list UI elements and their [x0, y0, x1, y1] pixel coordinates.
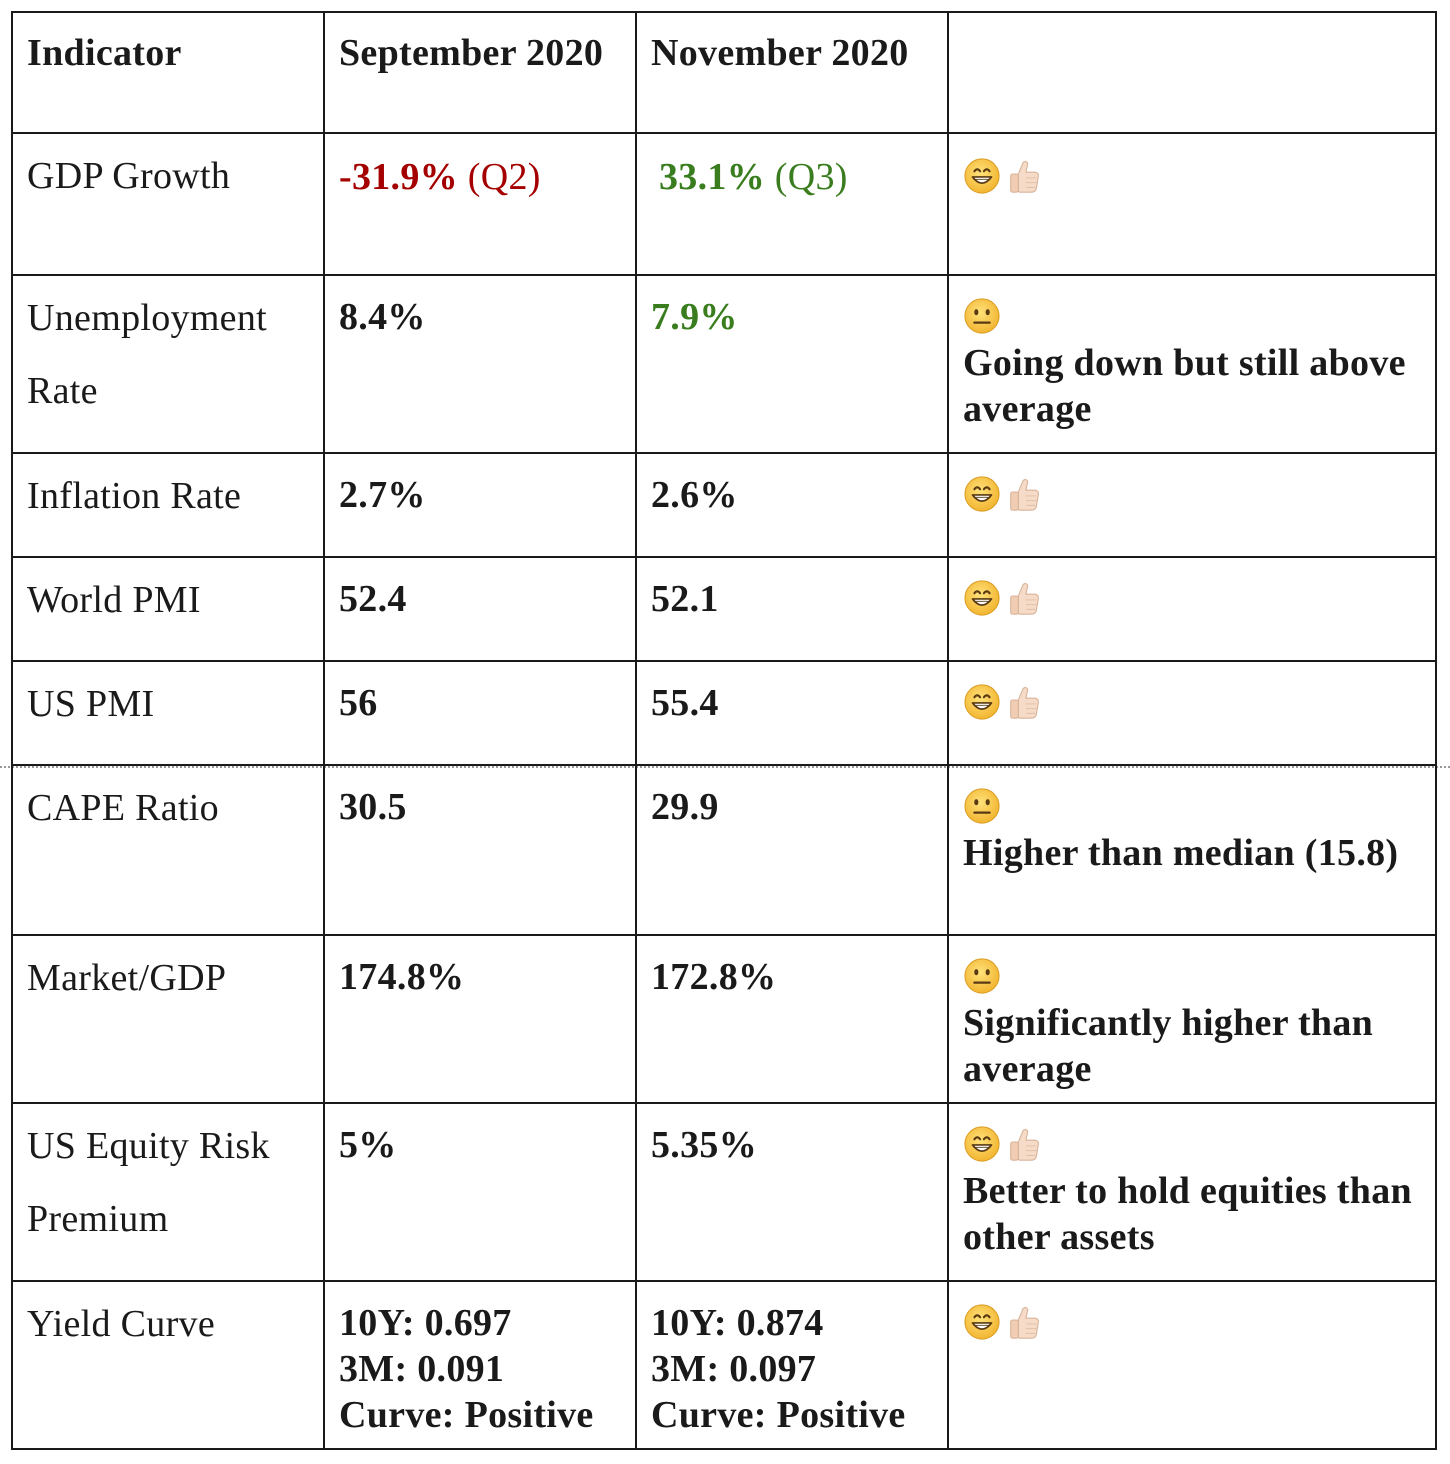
- sep-value: 5%: [323, 1102, 637, 1282]
- nov-value: 2.6%: [635, 452, 949, 558]
- table-row: US PMI 56 55.4: [11, 660, 1437, 766]
- nov-value: 55.4: [635, 660, 949, 766]
- thumbs-up-icon: [1005, 157, 1043, 195]
- nov-value: 172.8%: [635, 934, 949, 1104]
- indicator-label: Unemployment Rate: [11, 274, 325, 454]
- indicator-label: GDP Growth: [11, 132, 325, 276]
- assessment-cell: Significantly higher than average: [947, 934, 1437, 1104]
- emoji-row: [963, 294, 1421, 338]
- assessment-cell: Better to hold equities than other asset…: [947, 1102, 1437, 1282]
- nov-3m-yield: 3M: 0.097: [651, 1348, 817, 1390]
- sep-value: 174.8%: [323, 934, 637, 1104]
- nov-value: 10Y: 0.874 3M: 0.097 Curve: Positive: [635, 1280, 949, 1450]
- thumbs-up-icon: [1005, 1303, 1043, 1341]
- table-row: CAPE Ratio 30.5 29.9 Higher than median …: [11, 764, 1437, 936]
- thumbs-up-icon: [1005, 475, 1043, 513]
- emoji-row: [963, 472, 1421, 516]
- assessment-cell: [947, 452, 1437, 558]
- indicator-label: World PMI: [11, 556, 325, 662]
- sep-value: 30.5: [323, 764, 637, 936]
- indicator-label: Inflation Rate: [11, 452, 325, 558]
- grin-icon: [963, 683, 1001, 721]
- emoji-row: [963, 954, 1421, 998]
- indicator-label: US Equity Risk Premium: [11, 1102, 325, 1282]
- emoji-row: [963, 576, 1421, 620]
- table-row: Market/GDP 174.8% 172.8% Significantly h…: [11, 934, 1437, 1104]
- indicator-label: US PMI: [11, 660, 325, 766]
- neutral-face-icon: [963, 957, 1001, 995]
- table-row: Inflation Rate 2.7% 2.6%: [11, 452, 1437, 558]
- thumbs-up-icon: [1005, 579, 1043, 617]
- sep-3m-yield: 3M: 0.091: [339, 1348, 505, 1390]
- grin-icon: [963, 579, 1001, 617]
- assessment-cell: [947, 1280, 1437, 1450]
- sep-curve-status: Curve: Positive: [339, 1394, 594, 1436]
- neutral-face-icon: [963, 297, 1001, 335]
- grin-icon: [963, 475, 1001, 513]
- nov-gdp-value: 33.1%: [659, 156, 765, 198]
- table-row: US Equity Risk Premium 5% 5.35% Better t…: [11, 1102, 1437, 1282]
- indicator-label: Yield Curve: [11, 1280, 325, 1450]
- emoji-row: [963, 680, 1421, 724]
- table-row: GDP Growth -31.9% (Q2) 33.1% (Q3): [11, 132, 1437, 276]
- assessment-note: Better to hold equities than other asset…: [963, 1170, 1412, 1258]
- emoji-row: [963, 784, 1421, 828]
- assessment-cell: [947, 660, 1437, 766]
- sep-gdp-quarter: (Q2): [457, 156, 541, 198]
- nov-value: 33.1% (Q3): [635, 132, 949, 276]
- sep-value: 56: [323, 660, 637, 766]
- table-header-row: Indicator September 2020 November 2020: [11, 11, 1437, 134]
- indicator-label: CAPE Ratio: [11, 764, 325, 936]
- header-november-2020: November 2020: [635, 11, 949, 134]
- emoji-row: [963, 154, 1421, 198]
- grin-icon: [963, 1125, 1001, 1163]
- sep-10y-yield: 10Y: 0.697: [339, 1302, 512, 1344]
- assessment-note: Higher than median (15.8): [963, 832, 1399, 874]
- sep-value: 8.4%: [323, 274, 637, 454]
- nov-value: 29.9: [635, 764, 949, 936]
- sep-value: 10Y: 0.697 3M: 0.091 Curve: Positive: [323, 1280, 637, 1450]
- emoji-row: [963, 1122, 1421, 1166]
- header-indicator: Indicator: [11, 11, 325, 134]
- indicators-table: Indicator September 2020 November 2020 G…: [11, 11, 1437, 1450]
- nov-gdp-quarter: (Q3): [765, 156, 848, 198]
- assessment-note: Going down but still above average: [963, 342, 1406, 430]
- assessment-cell: Higher than median (15.8): [947, 764, 1437, 936]
- nov-curve-status: Curve: Positive: [651, 1394, 906, 1436]
- table-row: Yield Curve 10Y: 0.697 3M: 0.091 Curve: …: [11, 1280, 1437, 1450]
- nov-value: 5.35%: [635, 1102, 949, 1282]
- assessment-cell: [947, 132, 1437, 276]
- table-row: Unemployment Rate 8.4% 7.9% Going down b…: [11, 274, 1437, 454]
- nov-value: 52.1: [635, 556, 949, 662]
- sep-gdp-value: -31.9%: [339, 156, 458, 198]
- grin-icon: [963, 157, 1001, 195]
- table-row: World PMI 52.4 52.1: [11, 556, 1437, 662]
- nov-10y-yield: 10Y: 0.874: [651, 1302, 824, 1344]
- neutral-face-icon: [963, 787, 1001, 825]
- thumbs-up-icon: [1005, 1125, 1043, 1163]
- nov-value: 7.9%: [635, 274, 949, 454]
- header-september-2020: September 2020: [323, 11, 637, 134]
- sep-value: 2.7%: [323, 452, 637, 558]
- thumbs-up-icon: [1005, 683, 1043, 721]
- indicator-label: Market/GDP: [11, 934, 325, 1104]
- grin-icon: [963, 1303, 1001, 1341]
- assessment-cell: Going down but still above average: [947, 274, 1437, 454]
- assessment-cell: [947, 556, 1437, 662]
- header-assessment: [947, 11, 1437, 134]
- assessment-note: Significantly higher than average: [963, 1002, 1374, 1090]
- sep-value: 52.4: [323, 556, 637, 662]
- sep-value: -31.9% (Q2): [323, 132, 637, 276]
- emoji-row: [963, 1300, 1421, 1344]
